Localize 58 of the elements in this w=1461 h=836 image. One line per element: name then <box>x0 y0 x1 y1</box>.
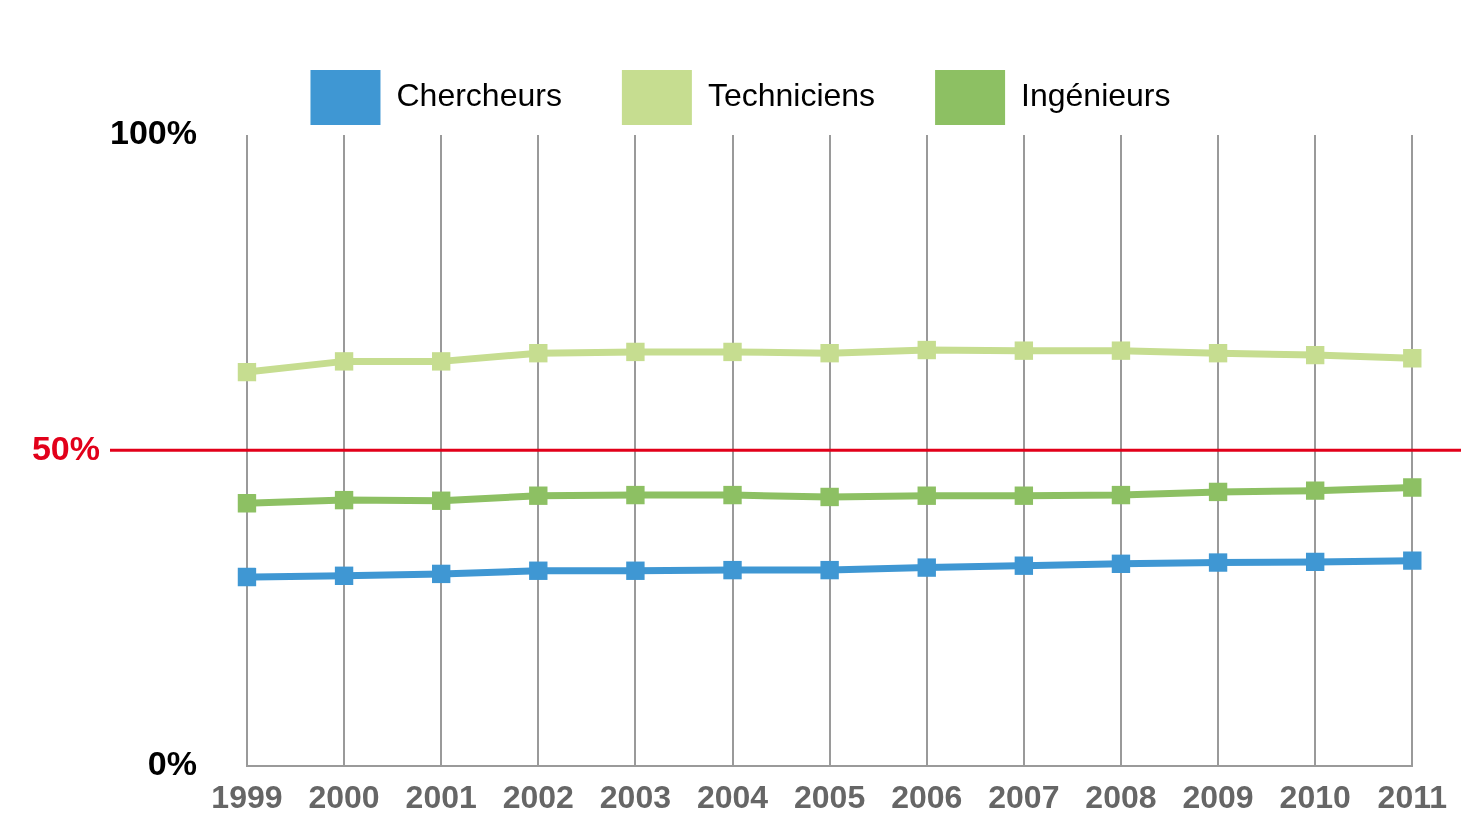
point <box>723 342 742 362</box>
point <box>529 561 548 580</box>
x-tick-label: 2002 <box>502 778 574 815</box>
point <box>1403 478 1422 497</box>
point <box>334 352 354 371</box>
point <box>820 487 839 507</box>
y-tick-label: 0% <box>147 743 197 782</box>
point <box>237 567 257 587</box>
point <box>917 486 936 505</box>
point <box>431 352 451 371</box>
point <box>1208 482 1228 502</box>
y-tick-label: 100% <box>109 113 197 152</box>
point <box>1403 551 1422 570</box>
point <box>1014 556 1034 575</box>
legend-label: Ingénieurs <box>1021 77 1171 114</box>
point <box>529 344 548 363</box>
x-tick-label: 2004 <box>696 778 769 815</box>
point <box>334 490 354 510</box>
point <box>1305 345 1325 365</box>
point <box>1305 552 1325 572</box>
x-tick-label: 2003 <box>599 778 671 815</box>
x-tick-label: 2010 <box>1279 778 1351 815</box>
point <box>723 560 742 580</box>
point <box>1111 554 1131 573</box>
point <box>1111 341 1131 360</box>
x-tick-label: 2007 <box>988 778 1060 815</box>
point <box>237 494 257 513</box>
point <box>626 342 645 362</box>
x-tick-label: 2011 <box>1377 778 1447 815</box>
point <box>1014 486 1034 505</box>
point <box>1208 553 1228 572</box>
point <box>820 344 839 363</box>
legend-label: Techniciens <box>707 77 876 114</box>
x-tick-label: 2009 <box>1182 778 1254 815</box>
x-tick-label: 2005 <box>794 778 866 815</box>
point <box>237 362 257 382</box>
point <box>1111 485 1131 505</box>
point <box>334 566 354 585</box>
ref-line-label: 50% <box>31 428 100 467</box>
legend-label: Chercheurs <box>396 77 562 114</box>
point <box>1014 341 1034 360</box>
point <box>431 491 451 510</box>
point <box>626 561 645 580</box>
point <box>529 486 548 505</box>
point <box>723 485 742 505</box>
point <box>626 485 645 505</box>
x-tick-label: 2006 <box>891 778 963 815</box>
point <box>917 340 936 360</box>
point <box>820 560 839 580</box>
point <box>431 564 451 584</box>
point <box>1208 344 1228 363</box>
x-tick-label: 2008 <box>1085 778 1157 815</box>
x-tick-label: 2000 <box>308 778 380 815</box>
x-tick-label: 1999 <box>211 778 283 815</box>
point <box>1305 481 1325 500</box>
x-tick-label: 2001 <box>405 778 477 815</box>
point <box>1403 349 1422 368</box>
point <box>917 558 936 577</box>
